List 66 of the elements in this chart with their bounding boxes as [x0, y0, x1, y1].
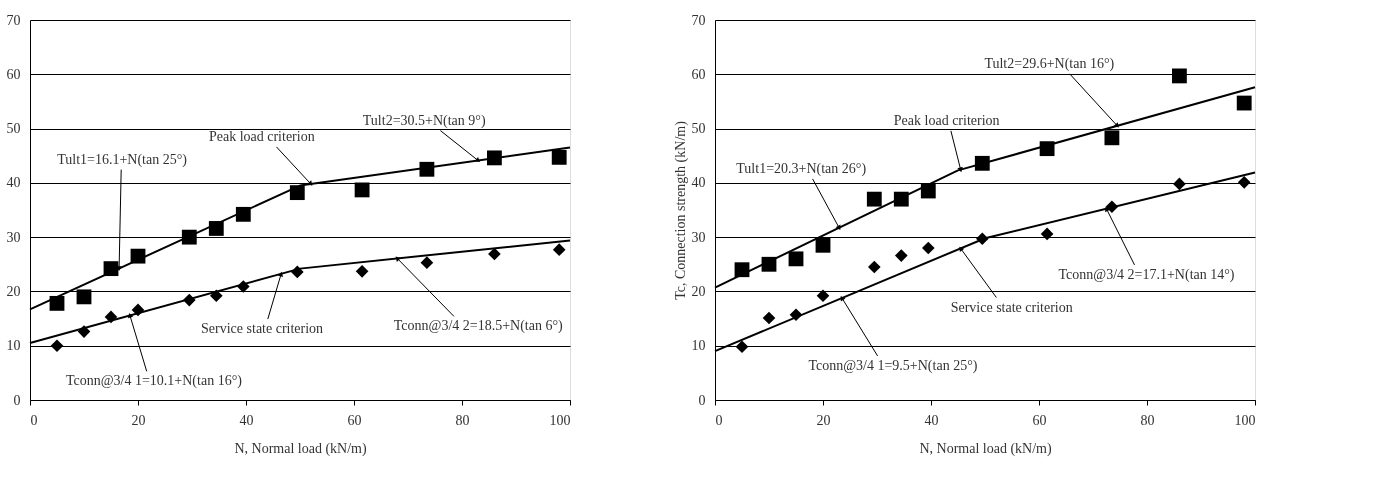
annotation: Tconn@3/4 1=9.5+N(tan 25°) [808, 357, 978, 374]
point [921, 241, 935, 255]
point [894, 249, 908, 262]
annotation: Peak load criterion [208, 128, 315, 144]
annotation: Service state criterion [201, 321, 324, 337]
y-tick-label: 0 [13, 392, 21, 408]
x-tick-label: 20 [816, 412, 831, 428]
y-tick-label: 30 [6, 229, 21, 245]
y-tick-label: 30 [691, 229, 706, 245]
x-tick-label: 60 [347, 412, 362, 428]
x-tick-label: 40 [924, 412, 939, 428]
point [354, 182, 370, 198]
point [420, 256, 434, 269]
annotation: Tult1=20.3+N(tan 26°) [736, 160, 867, 177]
annotation: Tult1=16.1+N(tan 25°) [57, 151, 188, 168]
x-tick-label: 100 [549, 412, 571, 428]
point [816, 289, 830, 303]
y-tick-label: 10 [691, 338, 706, 354]
y-tick-label: 60 [6, 66, 21, 82]
y-tick-label: 20 [6, 283, 21, 299]
point [867, 260, 881, 274]
point [289, 185, 305, 201]
point [866, 191, 882, 207]
y-tick-label: 70 [691, 12, 706, 28]
point [76, 289, 92, 305]
x-axis-title: N, Normal load (kN/m) [234, 440, 367, 457]
point [50, 339, 64, 353]
point [1171, 68, 1187, 84]
point [355, 265, 369, 278]
y-tick-label: 0 [698, 392, 706, 408]
point [1040, 227, 1054, 241]
y-tick-label: 40 [6, 175, 21, 191]
x-tick-label: 20 [131, 412, 146, 428]
y-tick-label: 50 [6, 121, 21, 137]
x-tick-label: 0 [715, 412, 723, 428]
point [1237, 175, 1251, 189]
point [788, 251, 804, 267]
annotation: Peak load criterion [893, 112, 1000, 128]
point [762, 311, 776, 325]
point [815, 237, 831, 253]
point [1173, 177, 1186, 191]
x-tick-label: 80 [455, 412, 470, 428]
point [552, 243, 566, 256]
x-tick-label: 40 [239, 412, 254, 428]
y-tick-label: 40 [691, 175, 706, 191]
y-tick-label: 70 [6, 12, 21, 28]
point [1104, 130, 1120, 146]
annotation: Tult2=29.6+N(tan 16°) [984, 55, 1115, 72]
point [1236, 95, 1252, 111]
x-axis-title: N, Normal load (kN/m) [919, 440, 1052, 457]
point [551, 149, 567, 165]
x-tick-label: 0 [30, 412, 38, 428]
x-tick-label: 60 [1032, 412, 1047, 428]
annotation: Tconn@3/4 2=17.1+N(tan 14°) [1058, 266, 1235, 283]
annotation: Tult2=30.5+N(tan 9°) [362, 112, 486, 129]
y-tick-label: 60 [691, 66, 706, 82]
x-tick-label: 80 [1140, 412, 1155, 428]
annotation: Tconn@3/4 1=10.1+N(tan 16°) [65, 373, 243, 390]
y-tick-label: 10 [6, 338, 21, 354]
annotation: Tconn@3/4 2=18.5+N(tan 6°) [393, 318, 564, 335]
y-axis-title: Tc, Connection strength (kN/m) [672, 120, 689, 300]
point [735, 340, 749, 354]
y-tick-label: 50 [691, 121, 706, 137]
y-tick-label: 20 [691, 283, 706, 299]
annotation: Service state criterion [950, 299, 1073, 315]
x-tick-label: 100 [1234, 412, 1256, 428]
